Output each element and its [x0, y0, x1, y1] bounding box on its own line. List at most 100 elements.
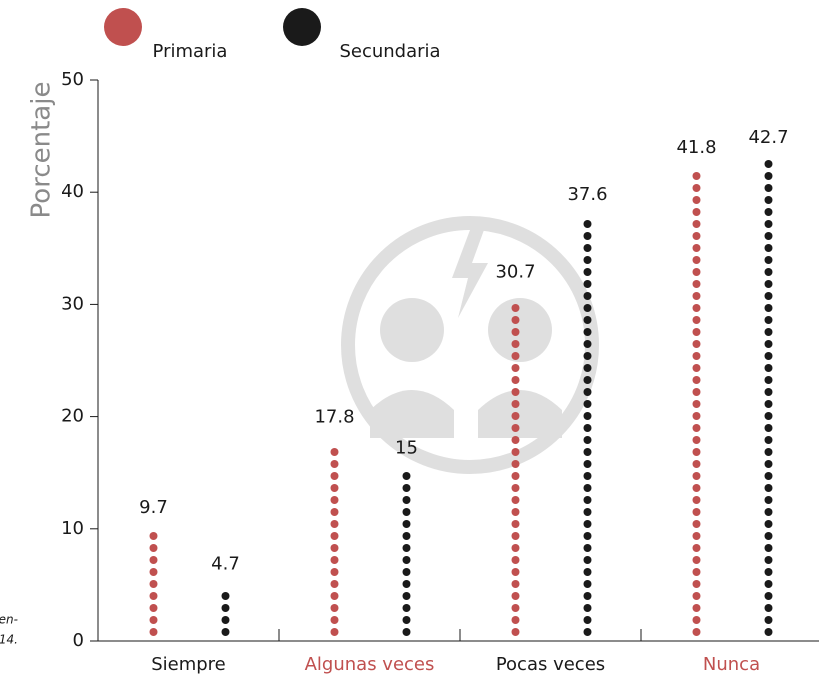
dot: [583, 256, 592, 264]
dot: [583, 556, 592, 564]
dot: [764, 184, 773, 192]
legend-label: Primaria: [153, 41, 228, 62]
dot: [692, 604, 701, 612]
dot-column: [149, 532, 158, 636]
dot: [511, 328, 520, 336]
dot: [402, 496, 411, 504]
watermark: [341, 216, 599, 474]
dot: [583, 280, 592, 288]
y-tick-label: 30: [61, 293, 84, 314]
dot: [764, 256, 773, 264]
dot: [692, 400, 701, 408]
dot: [764, 484, 773, 492]
dot: [764, 448, 773, 456]
dot: [330, 496, 339, 504]
dot: [692, 292, 701, 300]
dot: [149, 592, 158, 600]
value-label: 9.7: [139, 497, 168, 518]
dot: [511, 304, 520, 312]
dot: [511, 496, 520, 504]
dot: [692, 304, 701, 312]
dot: [764, 496, 773, 504]
dot: [511, 556, 520, 564]
dot: [583, 424, 592, 432]
dot: [764, 436, 773, 444]
dot: [511, 628, 520, 636]
dot: [692, 232, 701, 240]
dot: [764, 592, 773, 600]
dot: [402, 568, 411, 576]
dot: [330, 556, 339, 564]
dot-column: [692, 172, 701, 636]
legend-swatch: [283, 8, 321, 46]
dot: [764, 556, 773, 564]
note-fragment: 14.: [0, 633, 18, 647]
dot: [764, 220, 773, 228]
dot: [583, 352, 592, 360]
dot: [511, 520, 520, 528]
dot: [511, 544, 520, 552]
x-tick-label: Nunca: [703, 654, 760, 675]
dot: [692, 184, 701, 192]
dot: [402, 556, 411, 564]
x-tick-label: Algunas veces: [305, 654, 435, 675]
dot: [511, 448, 520, 456]
dot: [330, 532, 339, 540]
dot: [692, 172, 701, 180]
dot: [764, 292, 773, 300]
dot: [511, 472, 520, 480]
dot: [330, 508, 339, 516]
dot: [692, 568, 701, 576]
dot: [583, 244, 592, 252]
dot: [149, 556, 158, 564]
dot: [511, 364, 520, 372]
dot: [511, 460, 520, 468]
x-tick-label: Siempre: [151, 654, 226, 675]
dot: [583, 436, 592, 444]
dot: [149, 604, 158, 612]
dot: [764, 508, 773, 516]
dot: [764, 328, 773, 336]
dot: [511, 400, 520, 408]
dot: [692, 268, 701, 276]
dot: [330, 484, 339, 492]
dot: [764, 244, 773, 252]
value-label: 41.8: [676, 137, 716, 158]
value-label: 17.8: [314, 406, 354, 427]
dot: [692, 388, 701, 396]
dot: [583, 508, 592, 516]
dot: [692, 208, 701, 216]
dot: [221, 628, 230, 636]
dot: [692, 280, 701, 288]
dot: [692, 484, 701, 492]
dot: [692, 628, 701, 636]
dot: [149, 616, 158, 624]
dot: [511, 376, 520, 384]
dot: [692, 340, 701, 348]
dot: [764, 424, 773, 432]
dot: [583, 604, 592, 612]
dot: [692, 328, 701, 336]
dot: [511, 592, 520, 600]
dot-column: [330, 448, 339, 636]
dot: [764, 532, 773, 540]
dot: [764, 580, 773, 588]
dot: [764, 172, 773, 180]
y-tick-label: 10: [61, 518, 84, 539]
dot: [583, 340, 592, 348]
dot: [583, 304, 592, 312]
dot: [764, 472, 773, 480]
dot: [330, 568, 339, 576]
dot-column: [221, 592, 230, 636]
dot: [764, 604, 773, 612]
value-label: 15: [395, 438, 418, 459]
dot: [583, 292, 592, 300]
dot: [402, 484, 411, 492]
dot: [583, 544, 592, 552]
y-tick-label: 50: [61, 69, 84, 90]
dot: [764, 388, 773, 396]
dot: [583, 220, 592, 228]
dot: [764, 568, 773, 576]
dot: [583, 448, 592, 456]
dot: [692, 376, 701, 384]
